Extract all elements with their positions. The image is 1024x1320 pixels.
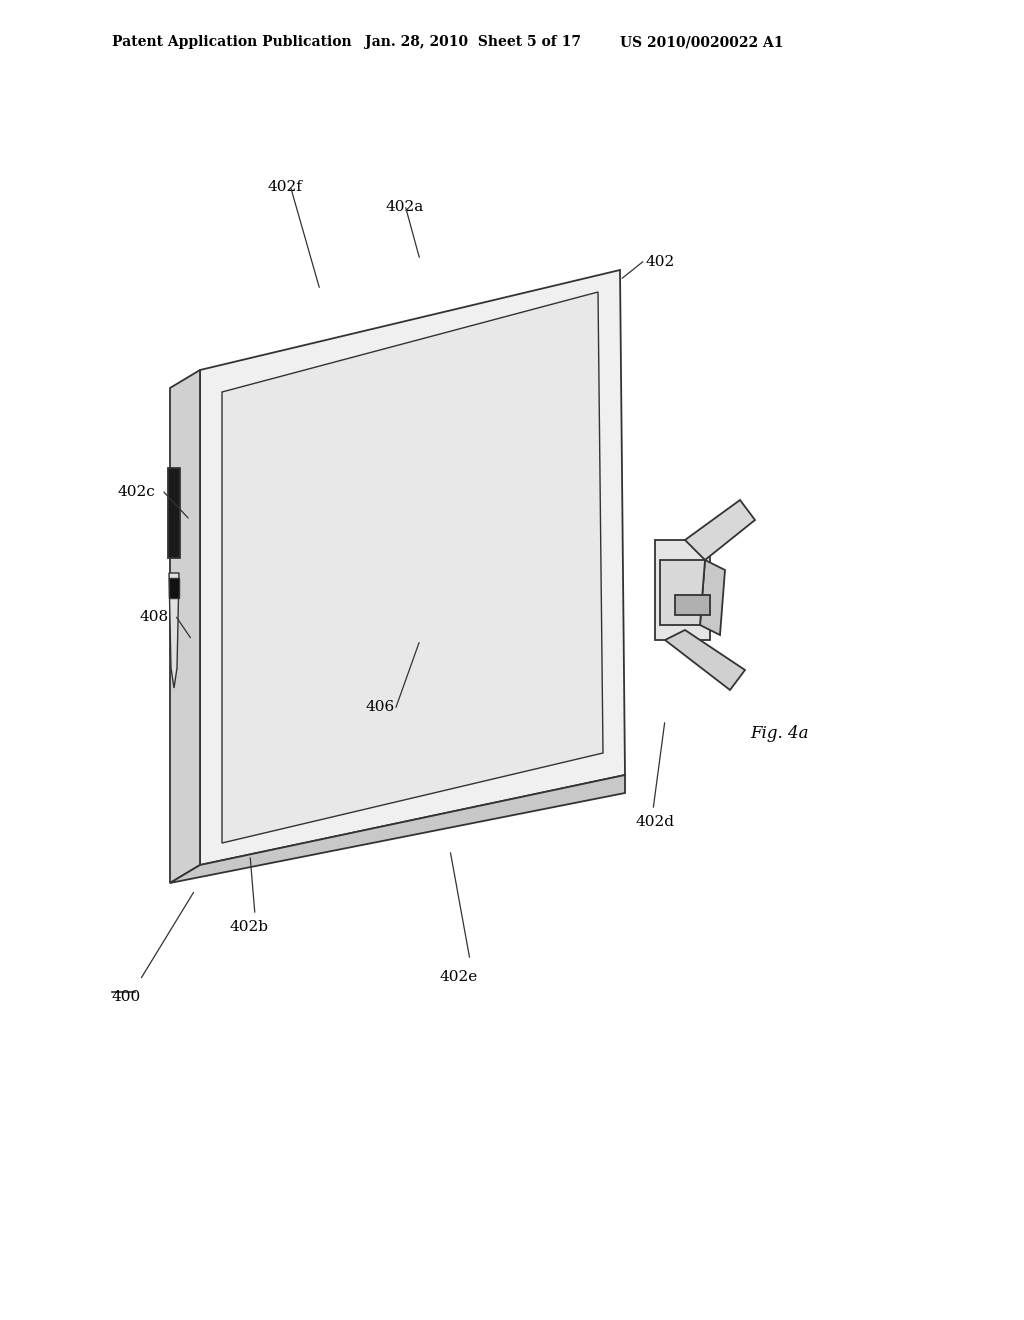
Text: 402d: 402d	[635, 814, 674, 829]
Polygon shape	[168, 469, 180, 558]
Text: 402a: 402a	[385, 201, 423, 214]
Polygon shape	[700, 560, 725, 635]
Polygon shape	[170, 370, 200, 883]
Text: 402b: 402b	[230, 920, 269, 935]
Polygon shape	[685, 500, 755, 560]
Polygon shape	[222, 292, 603, 843]
Polygon shape	[665, 630, 745, 690]
Polygon shape	[169, 578, 179, 598]
Polygon shape	[170, 775, 625, 883]
Text: Fig. 4a: Fig. 4a	[750, 725, 809, 742]
Polygon shape	[169, 573, 179, 688]
Polygon shape	[675, 595, 710, 615]
Text: Jan. 28, 2010  Sheet 5 of 17: Jan. 28, 2010 Sheet 5 of 17	[365, 36, 581, 49]
Text: 402: 402	[645, 255, 674, 269]
Polygon shape	[200, 271, 625, 865]
Text: Patent Application Publication: Patent Application Publication	[112, 36, 351, 49]
Polygon shape	[655, 540, 710, 640]
Text: 402e: 402e	[440, 970, 478, 983]
Text: 402c: 402c	[118, 484, 156, 499]
Polygon shape	[660, 560, 705, 624]
Text: 402f: 402f	[268, 180, 303, 194]
Text: US 2010/0020022 A1: US 2010/0020022 A1	[620, 36, 783, 49]
Text: 400: 400	[112, 990, 141, 1005]
Text: 406: 406	[365, 700, 394, 714]
Text: 408: 408	[140, 610, 169, 624]
